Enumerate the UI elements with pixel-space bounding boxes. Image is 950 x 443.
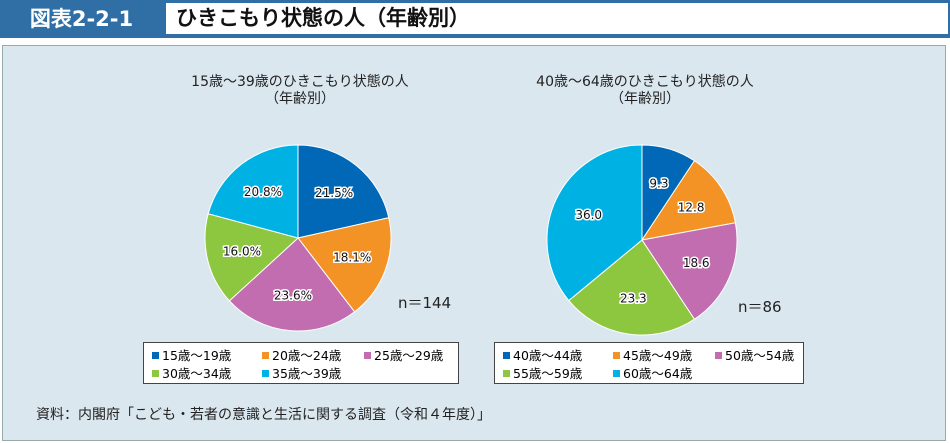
chart2-legend-item-5: 60歳～64歳	[613, 363, 692, 382]
legend-label: 45歳～49歳	[623, 348, 693, 363]
chart2-slice-2	[640, 160, 737, 241]
chart1-legend-item-2: 20歳～24歳	[262, 345, 341, 364]
legend-swatch	[364, 352, 371, 359]
chart1-n: n＝144	[398, 294, 452, 312]
chart2-slice-5	[546, 144, 643, 302]
legend-swatch	[152, 352, 159, 359]
source-note: 資料：内閣府「こども・若者の意識と生活に関する調査（令和４年度）」	[36, 407, 491, 423]
chart2-legend-item-1: 40歳～44歳	[503, 345, 582, 364]
chart1-legend-item-1: 15歳～19歳	[152, 345, 231, 364]
chart2-data-label-2: 12.8	[678, 201, 705, 215]
chart2-slice-3	[641, 222, 738, 320]
legend-label: 30歳～34歳	[162, 366, 232, 381]
chart1-legend-item-5: 35歳～39歳	[262, 363, 341, 382]
chart2-subtitle: （年齢別）	[610, 91, 680, 107]
figure-title: ひきこもり状態の人（年齢別）	[166, 3, 948, 34]
legend-swatch	[613, 352, 620, 359]
legend-label: 40歳～44歳	[513, 348, 583, 363]
chart2-title: 40歳～64歳のひきこもり状態の人 （年齢別）	[495, 74, 795, 108]
chart1-legend-item-3: 25歳～29歳	[364, 345, 443, 364]
chart2-legend-item-4: 55歳～59歳	[503, 363, 582, 382]
chart1-slice-1	[297, 144, 390, 239]
legend-swatch	[613, 370, 620, 377]
legend-label: 35歳～39歳	[272, 366, 342, 381]
chart1-subtitle: （年齢別）	[265, 91, 335, 107]
chart2-legend-item-2: 45歳～49歳	[613, 345, 692, 364]
chart1-data-label-3: 23.6%	[274, 288, 312, 302]
figure-id: 図表2-2-1	[29, 7, 134, 31]
chart1-legend-item-4: 30歳～34歳	[152, 363, 231, 382]
chart1-title: 15歳～39歳のひきこもり状態の人 （年齢別）	[150, 74, 450, 108]
legend-swatch	[503, 352, 510, 359]
chart2-data-label-3: 18.6	[683, 256, 710, 270]
legend-swatch	[262, 352, 269, 359]
chart1-data-label-5: 20.8%	[244, 185, 282, 199]
chart1-slice-2	[297, 217, 392, 313]
legend-label: 25歳～29歳	[374, 348, 444, 363]
chart2-title-main: 40歳～64歳のひきこもり状態の人	[536, 74, 754, 90]
chart2-legend-item-3: 50歳～54歳	[715, 345, 794, 364]
legend-swatch	[715, 352, 722, 359]
chart1-data-label-2: 18.1%	[333, 251, 371, 265]
chart2-n: n＝86	[738, 298, 782, 316]
chart2-data-label-1: 9.3	[649, 177, 668, 191]
chart1-slice-4	[204, 213, 300, 302]
legend-label: 55歳～59歳	[513, 366, 583, 381]
chart2-legend: 40歳～44歳 45歳～49歳 50歳～54歳 55歳～59歳 60歳～64歳	[494, 342, 804, 384]
legend-label: 50歳～54歳	[725, 348, 795, 363]
chart2-data-label-4: 23.3	[620, 291, 647, 305]
chart1-title-main: 15歳～39歳のひきこもり状態の人	[191, 74, 409, 90]
legend-label: 60歳～64歳	[623, 366, 693, 381]
legend-label: 15歳～19歳	[162, 348, 232, 363]
legend-swatch	[262, 370, 269, 377]
legend-label: 20歳～24歳	[272, 348, 342, 363]
legend-swatch	[152, 370, 159, 377]
chart1-slice-5	[207, 144, 299, 239]
chart2-data-label-5: 36.0	[575, 208, 602, 222]
chart1-data-label-1: 21.5%	[315, 186, 353, 200]
chart1-data-label-4: 16.0%	[223, 245, 261, 259]
chart1-legend: 15歳～19歳 20歳～24歳 25歳～29歳 30歳～34歳 35歳～39歳	[143, 342, 459, 384]
figure-header: 図表2-2-1 ひきこもり状態の人（年齢別）	[0, 0, 950, 38]
chart2-slice-4	[568, 239, 696, 336]
legend-swatch	[503, 370, 510, 377]
chart1-slice-3	[228, 237, 356, 332]
